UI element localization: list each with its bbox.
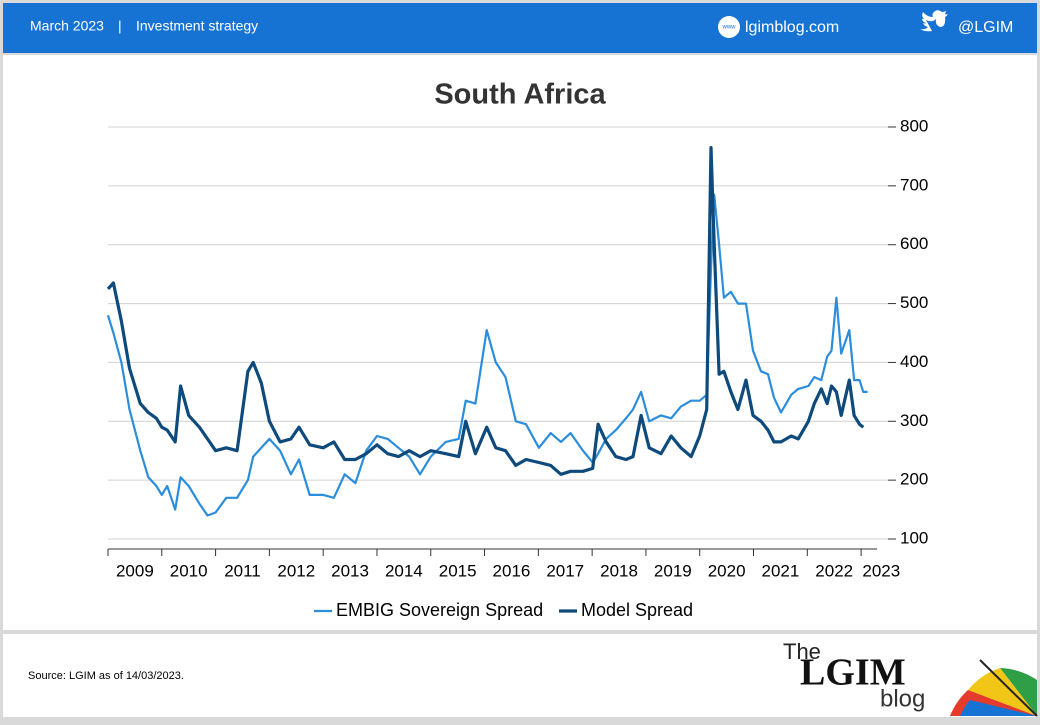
footer-panel — [3, 634, 1037, 717]
x-tick-label: 2009 — [116, 561, 154, 580]
x-tick-label: 2010 — [170, 561, 208, 580]
site-icon[interactable] — [718, 16, 740, 38]
x-tick-label: 2017 — [546, 561, 584, 580]
logo-umbrella — [950, 659, 1038, 717]
legend-label: Model Spread — [581, 600, 693, 620]
y-tick-label: 400 — [900, 352, 928, 371]
x-tick-label: 2015 — [439, 561, 477, 580]
y-tick-label: 100 — [900, 528, 928, 547]
logo-the: The — [783, 639, 821, 664]
header-section: Investment strategy — [136, 18, 258, 34]
chart-title: South Africa — [434, 79, 606, 111]
header-site[interactable]: lgimblog.com — [745, 19, 839, 36]
x-tick-label: 2018 — [600, 561, 638, 580]
twitter-icon[interactable] — [920, 10, 948, 32]
site-icon-text: www — [722, 25, 737, 31]
x-tick-label: 2011 — [224, 561, 261, 580]
header-date: March 2023 — [30, 18, 104, 34]
series-line — [106, 146, 865, 476]
legend-label: EMBIG Sovereign Spread — [336, 600, 543, 620]
y-tick-label: 700 — [900, 175, 928, 194]
x-tick-label: 2012 — [277, 561, 315, 580]
header-bar — [3, 3, 1037, 53]
series-line — [106, 193, 868, 517]
umbrella-handle — [979, 659, 1038, 717]
x-tick-label: 2013 — [331, 561, 369, 580]
x-tick-label: 2014 — [385, 561, 423, 580]
y-tick-label: 500 — [900, 293, 928, 312]
header-separator: | — [118, 18, 122, 34]
header-twitter[interactable]: @LGIM — [958, 19, 1013, 36]
y-tick-label: 800 — [900, 116, 928, 135]
y-tick-label: 200 — [900, 470, 928, 489]
logo-blog: blog — [880, 685, 925, 712]
umbrella-yellow — [968, 668, 1037, 716]
y-tick-label: 300 — [900, 411, 928, 430]
x-tick-label: 2016 — [493, 561, 531, 580]
x-tick-label: 2023 — [862, 561, 900, 580]
logo-main: LGIM — [800, 652, 906, 694]
x-tick-label: 2022 — [815, 561, 853, 580]
x-tick-label: 2019 — [654, 561, 692, 580]
content-panel — [3, 55, 1037, 630]
x-tick-label: 2020 — [708, 561, 746, 580]
umbrella-blue — [960, 700, 1037, 716]
x-tick-label: 2021 — [761, 561, 799, 580]
source-note: Source: LGIM as of 14/03/2023. — [28, 670, 184, 682]
y-tick-label: 600 — [900, 234, 928, 253]
